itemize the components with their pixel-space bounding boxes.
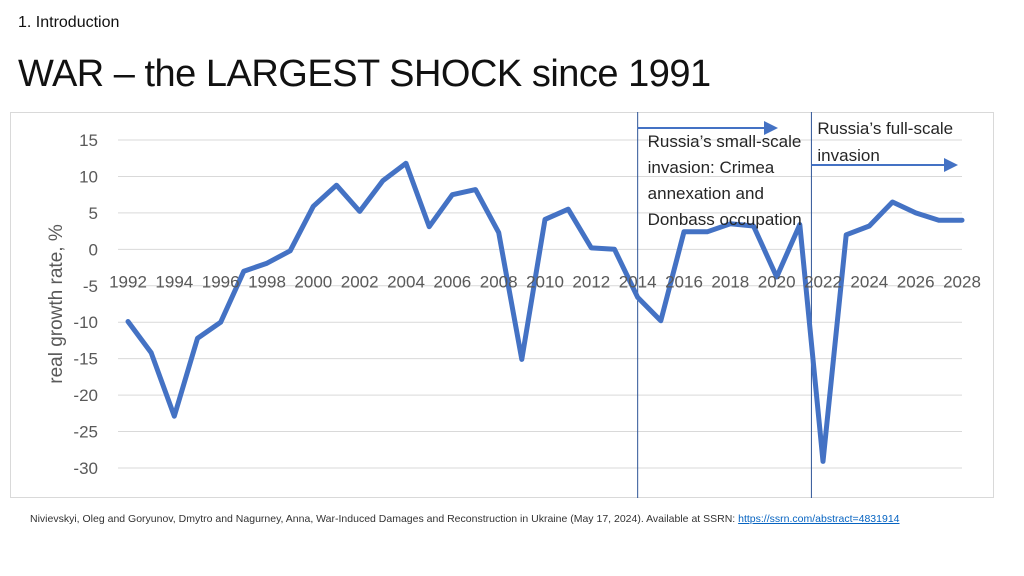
x-tick-label: 2024 — [850, 272, 888, 291]
x-tick-label: 2018 — [711, 272, 749, 291]
event-markers — [637, 112, 812, 498]
y-axis-label: real growth rate, % — [46, 224, 67, 384]
series-line — [125, 160, 965, 464]
y-tick-label: -15 — [73, 350, 98, 369]
annotation-text: invasion: Crimea — [648, 158, 775, 177]
slide-title: WAR – the LARGEST SHOCK since 1991 — [18, 53, 711, 95]
x-tick-label: 2000 — [294, 272, 332, 291]
source-citation: Nivievskyi, Oleg and Goryunov, Dmytro an… — [30, 513, 900, 525]
annotation-text: Russia’s full-scale — [817, 119, 953, 138]
annotation-arrow-head — [764, 121, 778, 135]
x-tick-label: 2012 — [572, 272, 610, 291]
annotation-text: invasion — [817, 146, 879, 165]
x-tick-label: 2004 — [387, 272, 425, 291]
x-tick-label: 2008 — [480, 272, 518, 291]
chart-frame — [10, 112, 994, 498]
x-tick-label: 2022 — [804, 272, 842, 291]
x-tick-label: 1992 — [109, 272, 147, 291]
section-label: 1. Introduction — [18, 14, 120, 31]
y-tick-label: 0 — [89, 240, 98, 259]
y-tick-label: -20 — [73, 386, 98, 405]
y-tick-label: 10 — [79, 167, 98, 186]
x-tick-label: 1994 — [155, 272, 193, 291]
annotation-text: Donbass occupation — [648, 210, 802, 229]
x-tick-label: 2010 — [526, 272, 564, 291]
x-tick-label: 2026 — [897, 272, 935, 291]
x-tick-label: 2020 — [758, 272, 796, 291]
x-tick-label: 2006 — [433, 272, 471, 291]
x-tick-label: 2002 — [341, 272, 379, 291]
x-tick-label: 1996 — [202, 272, 240, 291]
annotation-arrow-head — [944, 158, 958, 172]
x-tick-labels: 1992 1994 1996 1998 2000 2002 2004 2006 2008 2010… — [109, 272, 981, 291]
x-tick-label: 2014 — [619, 272, 657, 291]
y-tick-labels: 15 10 5 0 -5 -10 -15 -20 -25 -30 — [73, 131, 98, 478]
x-tick-label: 2016 — [665, 272, 703, 291]
x-tick-label: 1998 — [248, 272, 286, 291]
annotations: Russia’s small-scale invasion: Crimea anne… — [637, 119, 958, 229]
y-tick-label: -30 — [73, 459, 98, 478]
series-line-layer — [125, 160, 965, 464]
annotation-text: Russia’s small-scale — [648, 132, 802, 151]
source-link[interactable]: https://ssrn.com/abstract=4831914 — [738, 513, 900, 525]
growth-rate-chart: 15 10 5 0 -5 -10 -15 -20 -25 -30 1992 1994 1996 1998… — [46, 112, 981, 498]
source-text: Nivievskyi, Oleg and Goryunov, Dmytro an… — [30, 513, 739, 525]
y-tick-label: 15 — [79, 131, 98, 150]
x-tick-label: 2028 — [943, 272, 981, 291]
grid-lines — [118, 139, 962, 469]
y-tick-label: -5 — [83, 277, 98, 296]
y-tick-label: -10 — [73, 313, 98, 332]
y-tick-label: 5 — [89, 204, 98, 223]
annotation-text: annexation and — [648, 184, 764, 203]
y-tick-label: -25 — [73, 423, 98, 442]
